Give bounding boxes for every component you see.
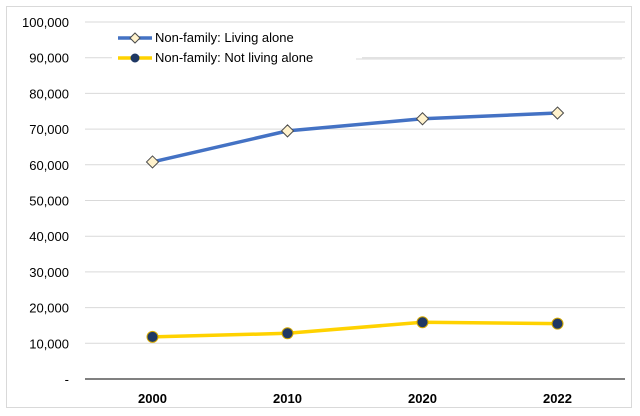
y-tick-label: 50,000 [29, 194, 69, 209]
data-point-diamond [145, 155, 160, 169]
legend-label-not-living-alone: Non-family: Not living alone [155, 50, 313, 65]
series-layer [145, 106, 565, 343]
y-tick-label: 20,000 [29, 301, 69, 316]
y-tick-label: 10,000 [29, 336, 69, 351]
y-tick-label: 70,000 [29, 122, 69, 137]
y-tick-label: 90,000 [29, 51, 69, 66]
data-point-circle [416, 316, 429, 329]
legend-circle-marker-icon [130, 53, 140, 63]
legend-label-living-alone: Non-family: Living alone [155, 30, 294, 45]
data-point-circle [281, 327, 294, 340]
x-tick-label: 2010 [273, 391, 302, 406]
y-tick-label: 100,000 [22, 15, 69, 30]
x-tick-label: 2022 [543, 391, 572, 406]
y-tick-label: 40,000 [29, 229, 69, 244]
data-point-diamond [415, 112, 430, 126]
legend-diamond-marker-icon [129, 32, 141, 44]
x-axis-ticks: 2000 2010 2020 2022 [138, 391, 572, 406]
y-tick-label: 60,000 [29, 158, 69, 173]
chart-frame [6, 6, 632, 408]
y-tick-label: - [65, 372, 69, 387]
x-tick-label: 2000 [138, 391, 167, 406]
data-point-diamond [550, 106, 565, 120]
data-point-diamond [280, 124, 295, 138]
x-tick-label: 2020 [408, 391, 437, 406]
series-line-1 [152, 320, 558, 339]
series-line-0 [152, 111, 558, 164]
y-tick-label: 80,000 [29, 86, 69, 101]
data-point-circle [146, 330, 159, 343]
legend-background [112, 30, 362, 72]
y-axis-ticks: - 10,000 20,000 30,000 40,000 50,000 60,000 70,… [22, 15, 69, 387]
y-tick-label: 30,000 [29, 265, 69, 280]
data-point-circle [551, 317, 564, 330]
legend: Non-family: Living alone Non-family: Not… [112, 30, 622, 72]
